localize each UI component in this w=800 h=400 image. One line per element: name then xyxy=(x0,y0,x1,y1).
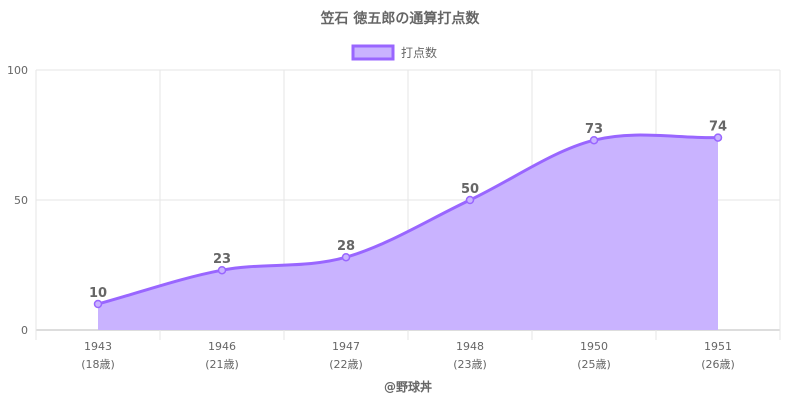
x-tick-sublabel: (18歳) xyxy=(81,358,115,371)
legend-swatch xyxy=(351,44,395,61)
x-tick-label: 1947 xyxy=(332,340,360,353)
x-tick-sublabel: (22歳) xyxy=(329,358,363,371)
credit-text: @野球丼 xyxy=(384,379,432,394)
x-tick-label: 1943 xyxy=(84,340,112,353)
series-line xyxy=(97,133,719,306)
data-point xyxy=(465,195,475,205)
data-point xyxy=(93,299,103,309)
legend-label: 打点数 xyxy=(401,45,437,60)
data-label: 73 xyxy=(585,122,603,137)
y-tick-label: 0 xyxy=(21,324,28,337)
legend[interactable]: 打点数 xyxy=(351,44,437,61)
data-points xyxy=(93,133,723,309)
x-tick-label: 1951 xyxy=(704,340,732,353)
x-tick-sublabel: (23歳) xyxy=(453,358,487,371)
series-area xyxy=(97,133,719,330)
y-tick-label: 50 xyxy=(14,194,28,207)
data-point xyxy=(713,133,723,142)
y-tick-label: 100 xyxy=(7,64,28,77)
x-tick-label: 1946 xyxy=(208,340,236,353)
x-tick-sublabel: (26歳) xyxy=(701,358,735,371)
data-point xyxy=(217,265,227,275)
chart-title: 笠石 徳五郎の通算打点数 xyxy=(320,10,481,27)
x-axis: 1943 (18歳) 1946 (21歳) 1947 (22歳) 1948 (23歳) 1950… xyxy=(81,340,735,371)
data-label: 50 xyxy=(461,182,479,197)
x-tick-sublabel: (21歳) xyxy=(205,358,239,371)
x-tick-label: 1950 xyxy=(580,340,608,353)
y-axis: 0 50 100 xyxy=(7,64,28,337)
data-label: 23 xyxy=(213,252,231,267)
data-label: 74 xyxy=(709,120,727,135)
data-label: 10 xyxy=(89,286,107,301)
data-label: 28 xyxy=(337,239,355,254)
data-point xyxy=(341,252,351,262)
data-point xyxy=(589,135,599,145)
x-tick-sublabel: (25歳) xyxy=(577,358,611,371)
data-labels: 10 23 28 50 73 74 xyxy=(89,120,727,301)
x-tick-label: 1948 xyxy=(456,340,484,353)
